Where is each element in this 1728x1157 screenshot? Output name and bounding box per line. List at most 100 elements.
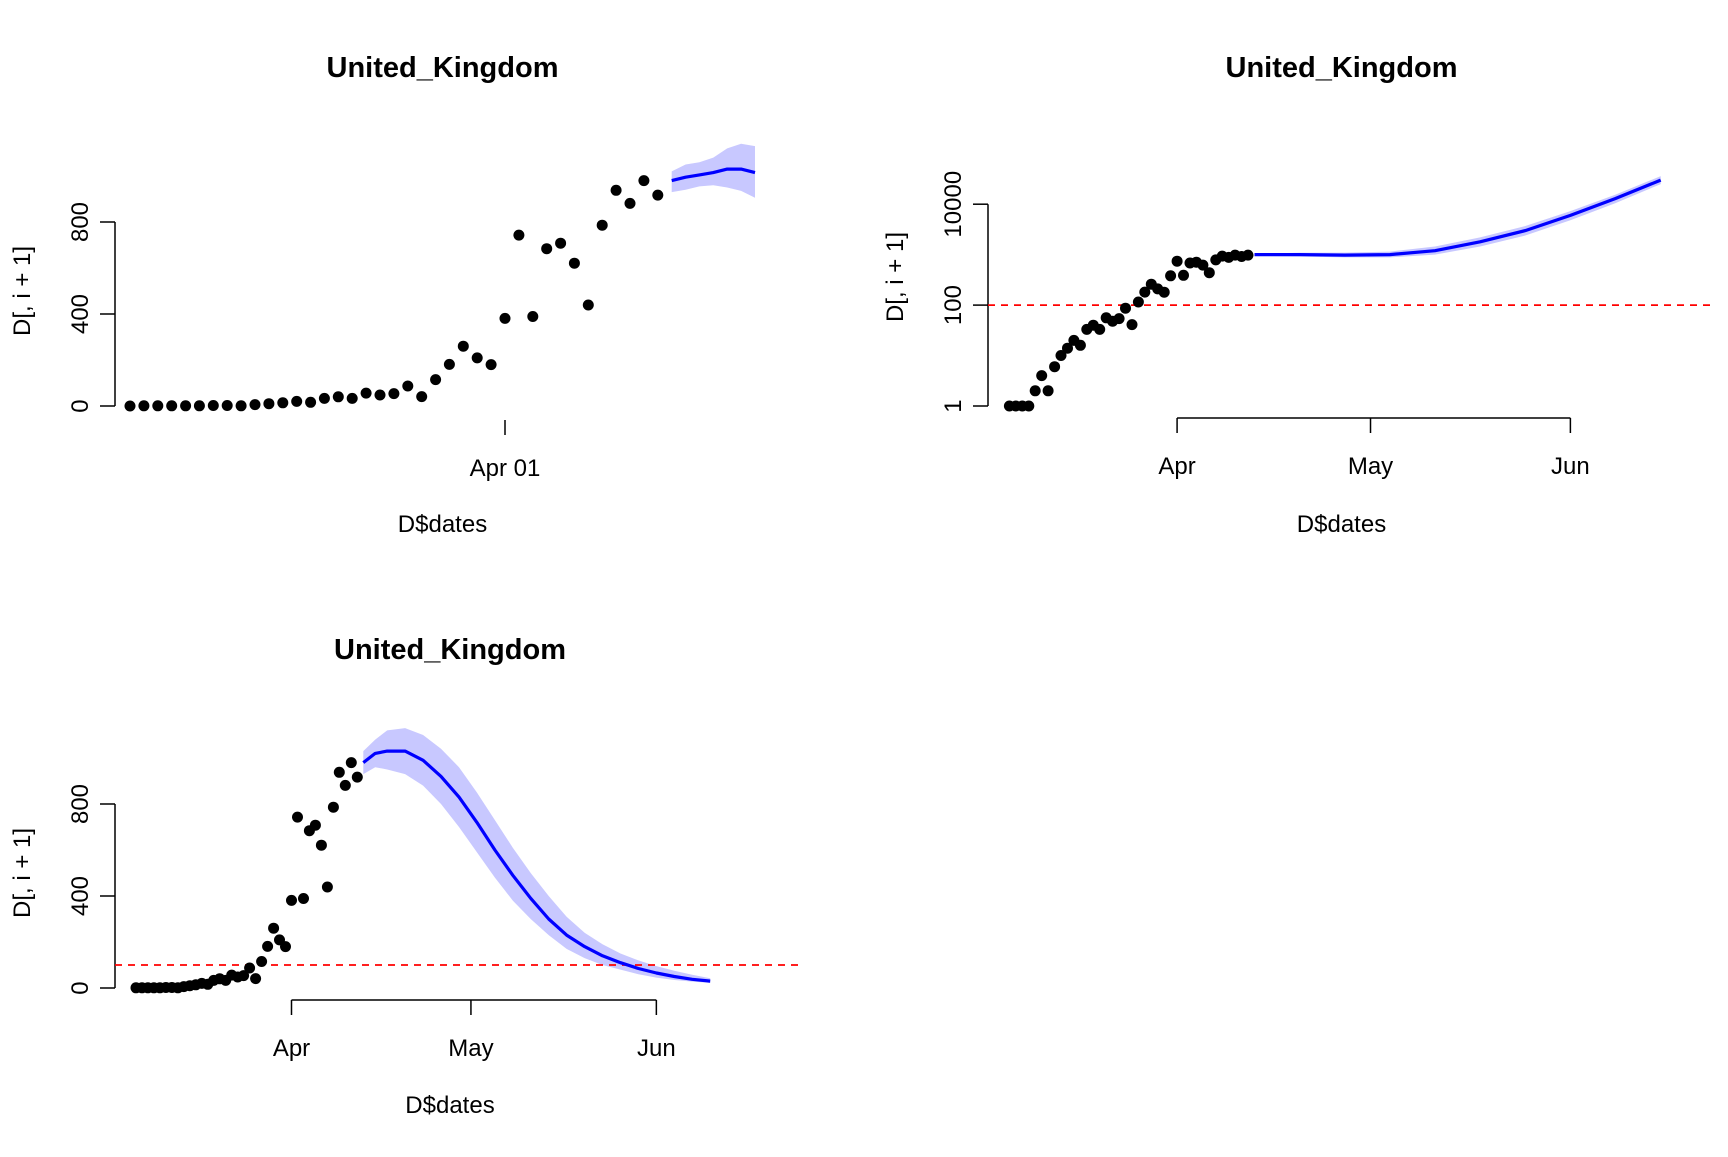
- x-tick-label: Apr 01: [470, 455, 541, 482]
- data-point: [351, 771, 363, 783]
- data-point: [402, 380, 414, 392]
- data-point: [555, 237, 567, 249]
- data-point: [321, 881, 333, 893]
- chart-panel-3: United_Kingdom 0 400 800 Apr May Jun D$dates D[,…: [9, 634, 800, 1119]
- data-point: [1023, 400, 1035, 412]
- data-point: [388, 388, 400, 400]
- data-point: [152, 400, 164, 412]
- x-tick-label: May: [448, 1035, 493, 1062]
- y-tick-label: 800: [67, 202, 94, 242]
- y-tick-label: 0: [67, 399, 94, 412]
- data-point: [485, 359, 497, 371]
- fit-line: [671, 167, 756, 183]
- x-tick-label: Jun: [1551, 453, 1590, 480]
- data-point: [568, 257, 580, 269]
- data-point: [268, 922, 280, 934]
- data-point: [263, 398, 275, 410]
- chart-title: United_Kingdom: [327, 52, 559, 84]
- data-point: [1203, 267, 1215, 279]
- data-point: [249, 399, 261, 411]
- data-point: [327, 801, 339, 813]
- data-point: [1036, 370, 1048, 382]
- data-point: [124, 400, 136, 412]
- data-point: [207, 400, 219, 411]
- data-point: [596, 219, 608, 231]
- data-point: [638, 175, 650, 187]
- y-tick-label: 400: [67, 294, 94, 334]
- data-point: [457, 340, 469, 352]
- y-tick-label: 400: [67, 876, 94, 916]
- data-point: [541, 243, 553, 255]
- data-point: [1197, 259, 1209, 271]
- data-point: [244, 962, 256, 974]
- data-point: [193, 400, 205, 412]
- data-point: [333, 766, 345, 778]
- y-tick-label: 10000: [940, 171, 967, 238]
- data-point: [624, 197, 636, 209]
- y-tick-label: 100: [940, 285, 967, 325]
- fit-line: [1254, 178, 1662, 257]
- data-point: [277, 397, 289, 409]
- data-point: [360, 387, 372, 399]
- data-point: [416, 391, 428, 403]
- data-point: [499, 312, 511, 324]
- data-point: [1029, 385, 1041, 397]
- data-point: [309, 819, 321, 831]
- x-tick-label: Apr: [273, 1035, 310, 1062]
- data-point: [1094, 323, 1106, 335]
- data-point: [138, 400, 150, 412]
- x-axis-label: D$dates: [398, 511, 487, 538]
- data-point: [1126, 319, 1138, 331]
- data-point: [1113, 313, 1125, 325]
- x-tick-label: May: [1348, 453, 1393, 480]
- data-point: [292, 811, 303, 823]
- fit-line: [362, 749, 711, 983]
- data-point: [318, 392, 330, 404]
- chart-title: United_Kingdom: [334, 634, 566, 666]
- data-point: [332, 391, 344, 403]
- x-axis-label: D$dates: [405, 1092, 494, 1119]
- data-point: [286, 894, 297, 906]
- prediction-band: [1254, 176, 1661, 258]
- data-point: [1242, 249, 1254, 261]
- y-axis-label: D[, i + 1]: [882, 232, 909, 322]
- data-point: [305, 396, 317, 408]
- data-point: [238, 970, 250, 982]
- y-axis-label: D[, i + 1]: [9, 828, 36, 918]
- data-point: [471, 352, 483, 364]
- data-point: [346, 392, 358, 404]
- data-point: [221, 400, 233, 411]
- data-point: [291, 395, 303, 407]
- data-point: [298, 893, 309, 904]
- data-point: [610, 184, 622, 196]
- data-point: [262, 940, 274, 952]
- data-point: [1158, 286, 1170, 298]
- chart-panel-2: United_Kingdom 1 100 10000 Apr May Jun D$dates D…: [882, 52, 1710, 538]
- chart-panel-1: United_Kingdom 0 400 800 Apr 01 D$dates D[, i …: [9, 52, 756, 538]
- data-point: [1120, 302, 1131, 314]
- prediction-band: [363, 728, 711, 983]
- data-point: [513, 229, 525, 241]
- prediction-band: [671, 143, 755, 198]
- data-point: [652, 189, 664, 201]
- data-point: [256, 956, 268, 967]
- data-point: [527, 311, 539, 322]
- y-tick-label: 1: [940, 399, 967, 412]
- x-axis-label: D$dates: [1297, 511, 1386, 538]
- data-point: [1042, 385, 1054, 397]
- y-tick-label: 0: [67, 981, 94, 994]
- data-point: [443, 358, 455, 370]
- data-point: [1171, 255, 1183, 267]
- data-point: [1062, 342, 1073, 354]
- data-point: [345, 757, 357, 769]
- y-axis-label: D[, i + 1]: [9, 246, 36, 336]
- data-point: [374, 389, 386, 401]
- y-tick-label: 800: [67, 784, 94, 824]
- data-point: [1139, 286, 1151, 298]
- x-tick-label: Apr: [1158, 453, 1195, 480]
- data-point: [315, 839, 327, 851]
- data-point: [1165, 270, 1177, 282]
- data-point: [1055, 350, 1067, 361]
- data-point: [166, 400, 178, 412]
